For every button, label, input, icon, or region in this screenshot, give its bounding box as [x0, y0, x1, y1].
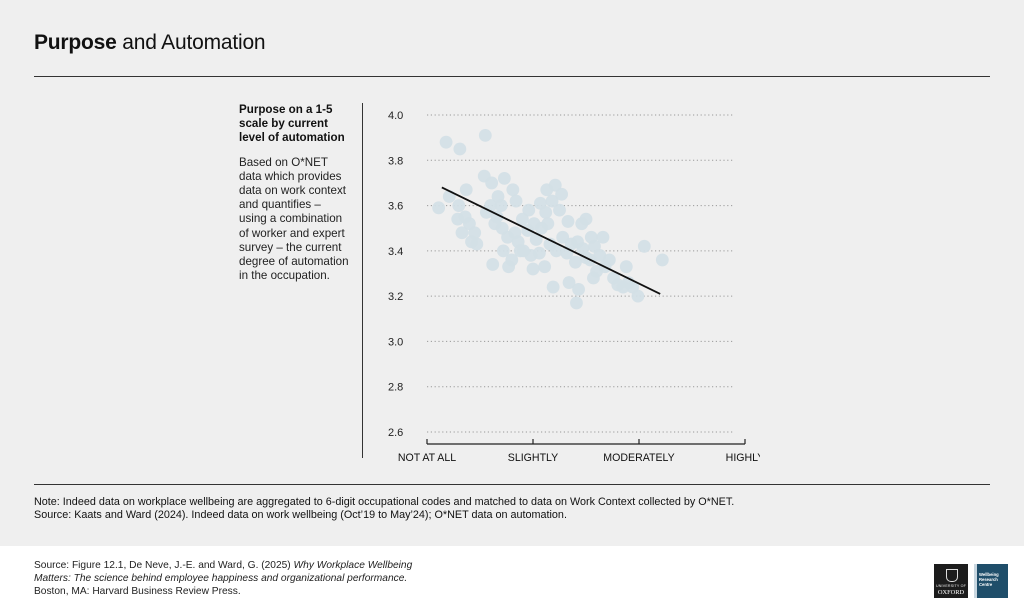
data-point [506, 183, 520, 197]
data-point [590, 264, 603, 278]
trend-line [441, 186, 661, 295]
data-point [508, 226, 522, 240]
x-tick-label: MODERATELY [603, 452, 674, 464]
oxford-crest-icon [946, 569, 958, 582]
data-point [486, 258, 500, 271]
credit-suffix: Boston, MA: Harvard Business Review Pres… [34, 585, 241, 597]
y-tick-label: 4.0 [388, 110, 403, 122]
notes-block: Note: Indeed data on workplace wellbeing… [34, 496, 734, 523]
data-point [546, 280, 560, 294]
x-tick-label: NOT AT ALL [398, 452, 456, 464]
data-point [579, 212, 593, 226]
data-point [526, 262, 540, 276]
chart-heading: Purpose on a 1-5 scale by current level … [239, 103, 345, 145]
data-point [570, 296, 583, 310]
y-tick-label: 2.6 [388, 427, 403, 439]
oxford-logo-text: OXFORD [937, 589, 965, 596]
data-point [538, 260, 552, 274]
note-text: Note: Indeed data on workplace wellbeing… [34, 496, 735, 508]
y-tick-label: 3.6 [388, 201, 403, 213]
chart-description-panel: Purpose on a 1-5 scale by current level … [239, 103, 351, 283]
data-point [479, 205, 493, 219]
data-point [516, 212, 529, 226]
data-point [451, 212, 465, 226]
wrc-logo-line-1: Wellbeing [979, 572, 999, 577]
data-point [572, 282, 585, 296]
data-point [432, 201, 446, 215]
data-point [619, 260, 633, 274]
y-tick-label: 3.4 [388, 246, 403, 258]
data-point [561, 215, 575, 228]
data-point [488, 217, 502, 231]
data-point [555, 187, 569, 201]
data-point [513, 244, 527, 258]
data-point [545, 194, 559, 208]
oxford-logo-small-text: UNIVERSITY OF [935, 584, 967, 588]
data-point [452, 199, 466, 212]
y-tick-label: 3.2 [388, 291, 403, 303]
data-point [459, 183, 473, 197]
wrc-logo-line-2: Research [979, 577, 998, 583]
wellbeing-research-centre-logo: Wellbeing Research Centre [974, 564, 1008, 598]
data-point [453, 142, 467, 156]
scatter-chart: 4.0 3.8 3.6 3.4 3.2 3.0 2.8 2.6 NOT AT ALL SLIGHT… [388, 110, 760, 464]
data-point [522, 203, 536, 217]
bottom-divider [34, 484, 990, 485]
x-tick-label: HIGHLY [726, 452, 760, 464]
data-point [527, 217, 541, 231]
data-point [549, 244, 563, 258]
source-text: Source: Kaats and Ward (2024). Indeed da… [34, 509, 567, 522]
data-point [553, 203, 566, 217]
credit-prefix: Source: Figure 12.1, De Neve, J.-E. and … [34, 560, 294, 571]
footer: Source: Figure 12.1, De Neve, J.-E. and … [0, 546, 1024, 614]
x-tick-label: SLIGHTLY [508, 452, 558, 464]
data-point [532, 246, 546, 260]
data-point [596, 230, 610, 244]
data-point [631, 289, 645, 303]
top-divider [34, 76, 990, 77]
data-point [497, 172, 511, 185]
data-point [505, 253, 519, 267]
footer-credit: Source: Figure 12.1, De Neve, J.-E. and … [34, 560, 434, 598]
logo-accent-bar [974, 564, 977, 598]
data-point [529, 233, 543, 246]
data-point [655, 253, 669, 267]
data-point [439, 135, 453, 149]
page-title: Purpose and Automation [34, 31, 266, 55]
data-point [562, 276, 576, 289]
data-point [455, 226, 469, 240]
data-point [602, 253, 616, 267]
data-point [485, 176, 499, 190]
data-point [509, 194, 523, 208]
data-point [470, 237, 484, 251]
title-bold: Purpose [34, 31, 117, 54]
credit-book-title: Why Workplace Wellbeing Matters: The sci… [34, 560, 413, 584]
data-point [548, 178, 562, 192]
chart-description: Based on O*NET data which provides data … [239, 155, 349, 283]
data-point [569, 255, 582, 269]
data-point [637, 239, 651, 253]
y-tick-label: 3.8 [388, 155, 403, 167]
y-tick-label: 3.0 [388, 336, 403, 348]
wrc-logo-line-3: Centre [979, 582, 993, 588]
data-point [478, 128, 492, 142]
data-point [564, 237, 578, 251]
vertical-divider [362, 103, 363, 458]
data-point [496, 244, 510, 258]
title-rest: and Automation [122, 31, 266, 54]
y-tick-label: 2.8 [388, 382, 403, 394]
data-point [541, 217, 555, 231]
data-point [593, 248, 607, 262]
data-point [494, 199, 508, 212]
data-point [534, 196, 547, 210]
oxford-logo: UNIVERSITY OF OXFORD [934, 564, 968, 598]
